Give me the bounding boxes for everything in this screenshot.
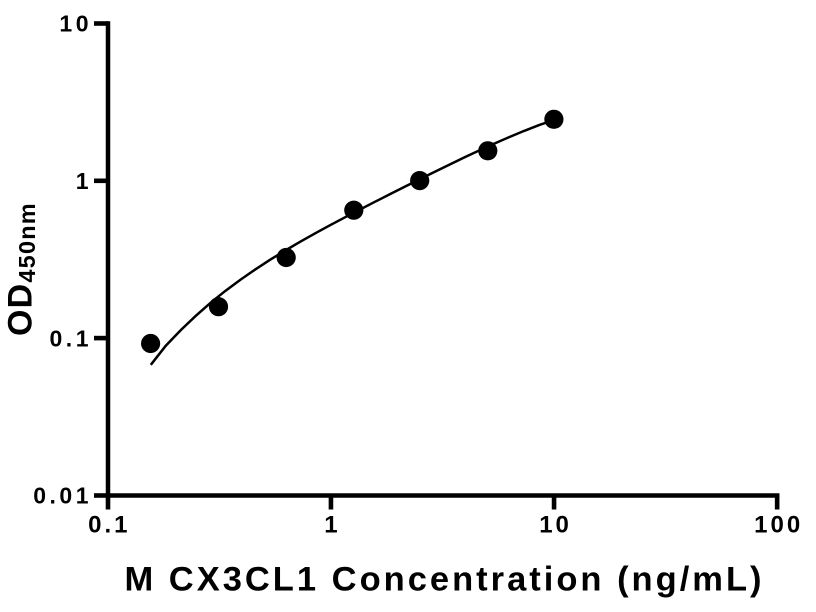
svg-text:1: 1 (324, 512, 340, 539)
svg-text:0.1: 0.1 (50, 325, 92, 351)
svg-text:M CX3CL1 Concentration (ng/mL): M CX3CL1 Concentration (ng/mL) (124, 561, 764, 599)
svg-text:1: 1 (76, 168, 92, 194)
svg-text:10: 10 (539, 512, 572, 539)
svg-text:100: 100 (754, 512, 803, 539)
svg-text:0.1: 0.1 (88, 512, 130, 539)
svg-text:10: 10 (59, 11, 92, 37)
svg-text:0.01: 0.01 (33, 483, 92, 509)
